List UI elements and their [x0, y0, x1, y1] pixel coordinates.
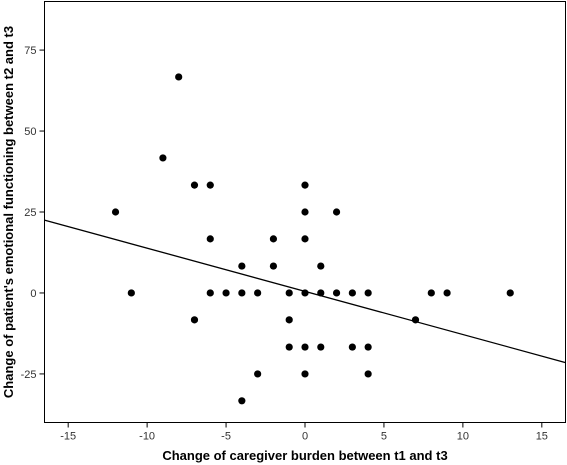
data-point — [301, 343, 309, 351]
x-tick-label: 5 — [381, 431, 387, 443]
y-tick-label: -25 — [21, 369, 37, 381]
data-point — [411, 316, 420, 324]
axis-tick-labels: -15 -10 -5 0 5 10 15 -25 0 25 50 75 — [21, 45, 548, 442]
axis-ticks — [39, 49, 543, 428]
data-point — [301, 289, 309, 297]
data-point — [175, 73, 183, 81]
y-tick-label: 50 — [24, 126, 36, 138]
data-point — [301, 370, 309, 378]
x-tick-label: -15 — [60, 431, 76, 443]
data-point — [506, 289, 514, 297]
y-tick-label: 0 — [30, 288, 36, 300]
data-point — [364, 370, 372, 378]
data-point — [238, 262, 246, 270]
data-point — [206, 235, 214, 243]
data-point — [269, 235, 278, 243]
data-point — [301, 235, 309, 243]
data-point — [206, 289, 214, 297]
y-axis-title: Change of patient's emotional functionin… — [1, 26, 16, 398]
data-point — [238, 397, 246, 405]
data-point — [190, 181, 199, 189]
y-tick-label: 75 — [24, 45, 36, 57]
data-point — [127, 289, 135, 297]
x-tick-label: 0 — [302, 431, 308, 443]
x-tick-label: -10 — [139, 431, 155, 443]
x-tick-label: 15 — [536, 431, 548, 443]
data-point — [301, 181, 309, 189]
data-point — [254, 289, 262, 297]
data-point — [254, 370, 262, 378]
data-point — [206, 181, 214, 189]
data-point — [301, 208, 309, 216]
data-point — [222, 289, 230, 297]
data-point — [348, 289, 356, 297]
data-point — [364, 289, 372, 297]
data-point — [332, 208, 341, 216]
data-point — [111, 208, 120, 216]
data-point — [364, 343, 372, 351]
data-point — [317, 289, 325, 297]
data-point — [427, 289, 435, 297]
data-point — [285, 316, 293, 324]
data-point — [285, 343, 293, 351]
x-axis-title: Change of caregiver burden between t1 an… — [162, 448, 447, 463]
data-point — [159, 154, 167, 162]
data-point — [443, 289, 451, 297]
data-point — [269, 262, 278, 270]
data-point — [190, 316, 199, 324]
data-point — [317, 343, 325, 351]
x-tick-label: 10 — [457, 431, 469, 443]
data-point — [238, 289, 246, 297]
data-point — [332, 289, 341, 297]
data-point — [348, 343, 356, 351]
data-point — [285, 289, 293, 297]
y-tick-label: 25 — [24, 207, 36, 219]
data-point — [317, 262, 325, 270]
data-points — [111, 73, 514, 405]
x-tick-label: -5 — [221, 431, 231, 443]
